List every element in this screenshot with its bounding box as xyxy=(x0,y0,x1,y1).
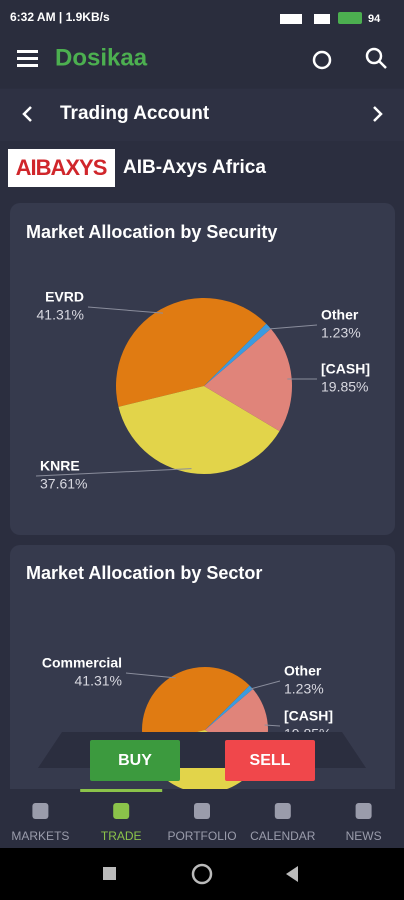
back-button[interactable] xyxy=(286,866,298,882)
broker-logo xyxy=(8,149,115,187)
tab[interactable]: NEWS xyxy=(346,803,382,843)
tab-icon xyxy=(194,803,210,819)
tab-icon xyxy=(32,803,49,819)
slice-label: [CASH] xyxy=(321,361,370,377)
recents-button[interactable] xyxy=(103,867,116,880)
active-indicator xyxy=(80,789,163,792)
tab-icon xyxy=(355,803,372,819)
signal-icon xyxy=(280,14,302,24)
nav-title: Trading Account xyxy=(60,103,210,124)
slice-value: 41.31% xyxy=(75,673,122,689)
sell-button[interactable] xyxy=(225,740,315,781)
tab[interactable]: MARKETS xyxy=(11,803,69,843)
action-panel xyxy=(38,732,366,768)
app-bar xyxy=(0,36,404,88)
slice-label: Other xyxy=(321,307,359,323)
status-time: 6:32 AM | 1.9KB/s xyxy=(10,10,110,24)
leader-line xyxy=(265,324,318,330)
sell-label: SELL xyxy=(250,752,291,769)
leader-line xyxy=(87,306,164,314)
pie-slice xyxy=(204,323,271,386)
broker-name: AIB-Axys Africa xyxy=(123,157,266,178)
tab-label: CALENDAR xyxy=(250,829,316,843)
slice-value: 19.85% xyxy=(321,379,368,395)
tab[interactable]: TRADE xyxy=(80,789,163,843)
slice-value: 37.61% xyxy=(40,476,87,492)
tab-icon xyxy=(274,803,291,819)
app-title: Dosikaa xyxy=(55,44,148,71)
buy-label: BUY xyxy=(118,752,152,769)
leader-line xyxy=(35,468,192,477)
slice-value: 41.31% xyxy=(37,307,84,323)
nav-bar xyxy=(0,89,404,141)
leader-line xyxy=(248,680,281,690)
leader-line xyxy=(125,672,176,679)
slice-label: Commercial xyxy=(42,655,122,671)
battery-icon xyxy=(338,12,362,24)
status-bar xyxy=(0,0,404,36)
tab[interactable]: PORTFOLIO xyxy=(167,803,237,843)
slice-label: [CASH] xyxy=(284,708,333,724)
slice-value: 1.23% xyxy=(284,681,324,697)
battery-level: 94 xyxy=(368,13,381,25)
chart-title: Market Allocation by Security xyxy=(26,222,277,242)
slice-label: EVRD xyxy=(45,289,84,305)
tab[interactable]: CALENDAR xyxy=(250,803,316,843)
pie-slice xyxy=(205,685,253,730)
pie: EVRD 41.31% KNRE 37.61% [CASH] 19.85% Other 1.2… xyxy=(35,289,370,492)
buy-button[interactable] xyxy=(90,740,180,781)
next-button[interactable] xyxy=(373,106,383,122)
wifi-icon xyxy=(314,14,330,24)
pie-slice xyxy=(204,328,292,432)
slice-label: Other xyxy=(284,663,322,679)
tab-label: NEWS xyxy=(346,829,382,843)
broker-logo-text: AIBAXYS xyxy=(16,155,107,180)
search-icon[interactable] xyxy=(365,47,387,69)
slice-label: KNRE xyxy=(40,458,80,474)
tab-label: PORTFOLIO xyxy=(167,829,236,843)
slice-value: 1.23% xyxy=(321,325,361,341)
tab-label: MARKETS xyxy=(11,829,69,843)
pie-slice xyxy=(142,667,250,745)
refresh-icon[interactable] xyxy=(312,50,332,70)
pie-slice xyxy=(116,297,267,407)
tab-label: TRADE xyxy=(101,829,142,843)
prev-button[interactable] xyxy=(22,106,32,122)
chart-title: Market Allocation by Sector xyxy=(26,563,262,583)
pie-slice xyxy=(118,386,280,474)
tab-icon xyxy=(113,803,130,819)
home-button[interactable] xyxy=(191,863,213,885)
leader-line xyxy=(264,724,281,727)
system-nav xyxy=(0,848,404,900)
menu-icon[interactable] xyxy=(17,50,38,67)
